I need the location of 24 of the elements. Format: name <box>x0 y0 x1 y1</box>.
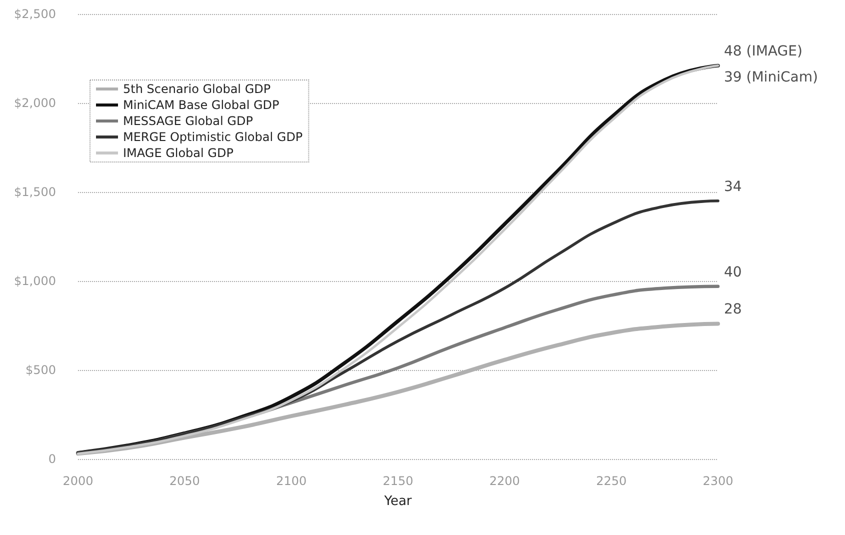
text: 48 (IMAGE) <box>724 44 802 60</box>
text: 39 (MiniCam) <box>724 70 818 86</box>
x-tick-label: 2300 <box>702 474 734 488</box>
x-tick-label: 2150 <box>382 474 414 488</box>
x-axis-title: Year <box>383 494 412 509</box>
y-tick-label: $2,000 <box>14 96 56 110</box>
legend-label: MERGE Optimistic Global GDP <box>123 130 303 144</box>
y-tick-label: $500 <box>25 363 56 377</box>
text: 28 <box>724 302 742 318</box>
x-tick-label: 2200 <box>489 474 520 488</box>
legend-label: MESSAGE Global GDP <box>123 114 253 128</box>
y-tick-label: $1,500 <box>14 185 56 199</box>
x-tick-label: 2250 <box>596 474 627 488</box>
legend-label: IMAGE Global GDP <box>123 146 234 160</box>
x-tick-label: 2000 <box>62 474 94 488</box>
y-tick-label: $1,000 <box>14 274 56 288</box>
legend-label: 5th Scenario Global GDP <box>123 82 271 96</box>
x-tick-label: 2050 <box>169 474 200 488</box>
text: 34 <box>724 178 742 195</box>
y-tick-label: 0 <box>48 452 56 466</box>
x-tick-label: 2100 <box>276 474 307 488</box>
text: 40 <box>724 264 742 280</box>
y-tick-label: $2,500 <box>14 7 56 21</box>
legend-label: MiniCAM Base Global GDP <box>123 98 280 112</box>
